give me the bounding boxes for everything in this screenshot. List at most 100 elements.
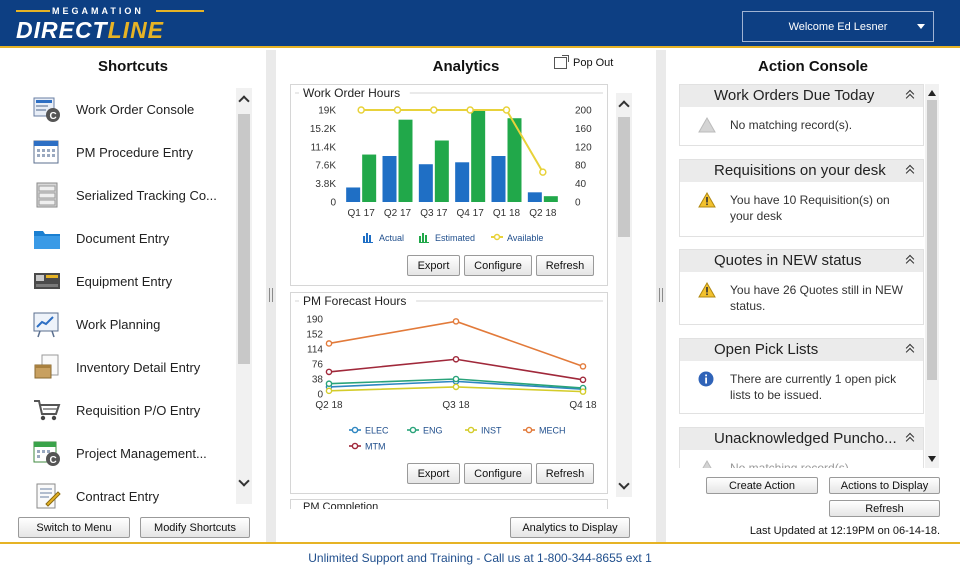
actions-to-display-button[interactable]: Actions to Display xyxy=(829,477,940,494)
warning-icon xyxy=(698,281,716,298)
shortcut-document-entry[interactable]: Document Entry xyxy=(28,217,234,259)
legend-marker-mtm xyxy=(351,442,359,450)
point-mtm xyxy=(579,376,587,384)
shortcut-label: Equipment Entry xyxy=(76,273,173,289)
legend-label: Available xyxy=(507,233,543,243)
pm-configure-button[interactable]: Configure xyxy=(464,463,532,484)
analytics-scroll-thumb[interactable] xyxy=(618,117,630,237)
action-console-scrollbar[interactable] xyxy=(925,84,939,468)
ac-section-header[interactable]: Quotes in NEW status xyxy=(680,250,923,272)
shortcut-label: Work Order Console xyxy=(76,101,195,117)
y2-axis-tick-label: 160 xyxy=(575,124,592,135)
scroll-up-icon[interactable] xyxy=(236,92,252,107)
panel-splitter-right[interactable] xyxy=(656,50,666,542)
legend-marker-bar xyxy=(366,233,368,242)
shortcut-serialized-tracking[interactable]: Serialized Tracking Co... xyxy=(28,174,234,216)
scroll-down-icon[interactable] xyxy=(616,478,632,493)
shortcut-label: Inventory Detail Entry xyxy=(76,359,201,375)
ac-section-unacknowledged-punchouts: Unacknowledged Puncho... No matching rec… xyxy=(679,427,924,468)
action-console-refresh-button[interactable]: Refresh xyxy=(829,500,940,517)
top-bar: MEGAMATION DIRECTLINE Welcome Ed Lesner xyxy=(0,0,960,48)
collapse-icon[interactable] xyxy=(905,164,915,176)
ac-section-header[interactable]: Requisitions on your desk xyxy=(680,160,923,182)
collapse-icon[interactable] xyxy=(905,343,915,355)
ac-section-title: Requisitions on your desk xyxy=(714,162,886,179)
scroll-up-icon[interactable] xyxy=(925,86,939,100)
action-console-scroll-thumb[interactable] xyxy=(927,100,937,380)
caret-down-icon xyxy=(917,24,925,29)
pm-refresh-button[interactable]: Refresh xyxy=(536,463,594,484)
shortcut-work-planning[interactable]: Work Planning xyxy=(28,303,234,345)
shortcut-project-management[interactable]: C Project Management... xyxy=(28,432,234,474)
ac-section-header[interactable]: Unacknowledged Puncho... xyxy=(680,428,923,450)
point-available xyxy=(466,106,474,114)
popout-label: Pop Out xyxy=(573,57,614,69)
support-footer: Unlimited Support and Training - Call us… xyxy=(0,542,960,572)
point-available xyxy=(430,106,438,114)
shortcut-equipment-entry[interactable]: Equipment Entry xyxy=(28,260,234,302)
ac-section-header[interactable]: Open Pick Lists xyxy=(680,339,923,361)
bar-actual xyxy=(527,192,542,202)
collapse-icon[interactable] xyxy=(905,89,915,101)
ac-section-body: There are currently 1 open pick lists to… xyxy=(680,361,923,413)
logo-swoosh-decoration xyxy=(16,10,204,12)
shortcut-requisition-po-entry[interactable]: Requisition P/O Entry xyxy=(28,389,234,431)
analytics-to-display-button[interactable]: Analytics to Display xyxy=(510,517,630,538)
user-welcome-label: Welcome Ed Lesner xyxy=(788,20,888,33)
y2-axis-tick-label: 120 xyxy=(575,142,592,153)
ac-section-message: You have 10 Requisition(s) on your desk xyxy=(730,193,890,223)
scroll-down-icon[interactable] xyxy=(925,452,939,466)
ac-section-body: You have 10 Requisition(s) on your desk xyxy=(680,182,923,234)
analytics-title: Analytics xyxy=(432,58,500,75)
shortcut-label: Project Management... xyxy=(76,445,207,461)
footer-support-text: Unlimited Support and Training - Call us… xyxy=(308,551,652,565)
scroll-up-icon[interactable] xyxy=(616,97,632,112)
y-axis-tick-label: 11.4K xyxy=(311,142,337,153)
shopping-cart-icon xyxy=(32,396,62,424)
ac-section-message: No matching record(s). xyxy=(730,461,853,468)
create-action-button[interactable]: Create Action xyxy=(706,477,818,494)
shortcut-contract-entry[interactable]: Contract Entry xyxy=(28,475,234,517)
analytics-scrollbar[interactable] xyxy=(616,93,632,497)
point-mtm xyxy=(325,368,333,376)
modify-shortcuts-button[interactable]: Modify Shortcuts xyxy=(140,517,250,538)
shortcuts-title: Shortcuts xyxy=(97,58,168,75)
user-menu-dropdown[interactable]: Welcome Ed Lesner xyxy=(742,11,934,42)
project-calendar-icon: C xyxy=(32,439,62,467)
collapse-icon[interactable] xyxy=(905,432,915,444)
wo-configure-button[interactable]: Configure xyxy=(464,255,532,276)
logo-directline-text: DIRECTLINE xyxy=(16,17,165,43)
bar-estimated xyxy=(434,140,449,202)
ac-section-header[interactable]: Work Orders Due Today xyxy=(680,85,923,107)
bar-actual xyxy=(491,156,506,202)
collapse-icon[interactable] xyxy=(905,254,915,266)
pm-forecast-hours-card: PM Forecast Hours 190 152 114 76 38 0 Q2 18 Q3 1… xyxy=(290,292,608,494)
point-mtm xyxy=(452,355,460,363)
x-axis-tick-label: Q2 18 xyxy=(529,208,557,219)
shortcuts-scroll-thumb[interactable] xyxy=(238,114,250,364)
pm-export-button[interactable]: Export xyxy=(407,463,460,484)
x-axis-tick-label: Q3 18 xyxy=(442,400,470,411)
splitter-grip-icon xyxy=(269,288,273,302)
y-axis-tick-label: 0 xyxy=(317,390,323,401)
legend-marker-available xyxy=(493,233,501,241)
legend-label: Actual xyxy=(379,233,404,243)
work-order-console-icon: C xyxy=(32,95,62,123)
bar-estimated xyxy=(507,118,522,202)
switch-to-menu-button[interactable]: Switch to Menu xyxy=(18,517,130,538)
popout-button[interactable]: Pop Out xyxy=(554,55,614,69)
shortcuts-scrollbar[interactable] xyxy=(236,88,252,504)
y-axis-tick-label: 38 xyxy=(312,375,324,386)
scroll-down-icon[interactable] xyxy=(236,475,252,490)
wo-export-button[interactable]: Export xyxy=(407,255,460,276)
point-available xyxy=(539,168,547,176)
shortcut-inventory-detail-entry[interactable]: Inventory Detail Entry xyxy=(28,346,234,388)
wo-refresh-button[interactable]: Refresh xyxy=(536,255,594,276)
y2-axis-tick-label: 0 xyxy=(575,198,581,209)
shortcut-pm-procedure-entry[interactable]: PM Procedure Entry xyxy=(28,131,234,173)
panel-splitter-left[interactable] xyxy=(266,50,276,542)
info-icon xyxy=(698,371,716,387)
x-axis-tick-label: Q4 17 xyxy=(457,208,485,219)
shortcut-work-order-console[interactable]: C Work Order Console xyxy=(28,88,234,130)
point-available xyxy=(357,106,365,114)
